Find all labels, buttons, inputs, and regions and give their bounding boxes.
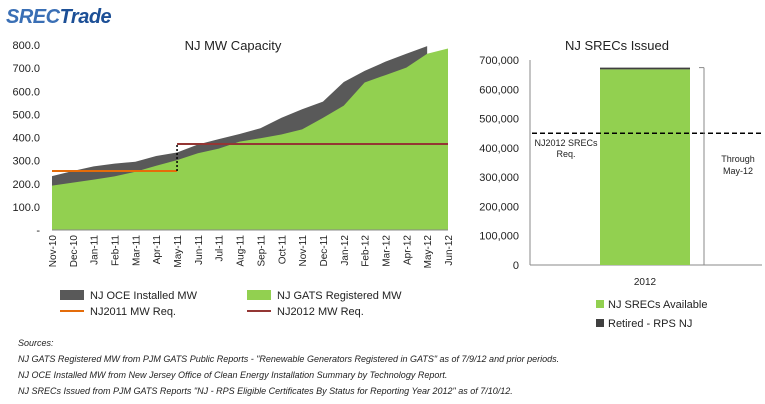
right-chart-title: NJ SRECs Issued: [565, 38, 669, 53]
left-x-tick-label: Oct-11: [277, 235, 288, 265]
right-plot-area: NJ2012 SRECsNJ2012 SRECs Req.Req. Through…: [529, 60, 762, 266]
right-y-tick-label: 200,000: [479, 201, 519, 213]
right-x-tick-2012: 2012: [634, 277, 657, 288]
left-plot-area: [52, 46, 448, 230]
left-x-tick-label: Apr-12: [402, 235, 413, 265]
left-y-tick-label: -: [36, 225, 40, 237]
source-line: NJ SRECs Issued from PJM GATS Reports "N…: [18, 386, 513, 396]
left-x-tick-label: Dec-10: [69, 235, 80, 268]
right-y-axis: 0 100,000 200,000 300,000 400,000 500,000 600,…: [479, 55, 519, 272]
left-y-tick-label: 600.0: [12, 86, 40, 98]
left-x-tick-label: May-12: [423, 235, 434, 269]
legend-label-nj2012: NJ2012 MW Req.: [277, 306, 364, 318]
right-y-tick-label: 700,000: [479, 55, 519, 67]
left-x-tick-label: Nov-11: [298, 235, 309, 267]
srecs-req-label-line1: NJ2012 SRECsNJ2012 SRECs Req.: [534, 138, 598, 148]
legend-label-retired: Retired - RPS NJ: [608, 318, 692, 330]
right-y-tick-label: 400,000: [479, 143, 519, 155]
left-x-tick-label: Apr-11: [152, 235, 163, 265]
legend-label-available: NJ SRECs Available: [608, 299, 707, 311]
right-legend: NJ SRECs Available Retired - RPS NJ: [596, 299, 707, 330]
left-x-tick-label: Jun-11: [194, 235, 205, 265]
right-y-tick-label: 600,000: [479, 84, 519, 96]
charts-canvas: NJ MW Capacity - 100.0 200.0 300.0 400.0 500.…: [12, 38, 762, 330]
srectrade-logo: SRECTrade: [6, 6, 112, 28]
legend-swatch-available: [596, 300, 604, 308]
legend-swatch-gats: [247, 290, 271, 300]
left-y-tick-label: 200.0: [12, 179, 40, 191]
left-y-tick-label: 700.0: [12, 63, 40, 75]
left-y-tick-label: 500.0: [12, 109, 40, 121]
left-x-tick-label: Mar-11: [131, 235, 142, 266]
left-x-tick-label: Dec-11: [319, 235, 330, 267]
bracket-label-line1: Through: [721, 154, 755, 164]
right-y-tick-label: 500,000: [479, 114, 519, 126]
legend-swatch-oce: [60, 290, 84, 300]
source-line: NJ OCE Installed MW from New Jersey Offi…: [18, 370, 448, 380]
left-y-tick-label: 400.0: [12, 133, 40, 145]
right-y-tick-label: 300,000: [479, 172, 519, 184]
sources-block: Sources: NJ GATS Registered MW from PJM …: [18, 335, 559, 399]
srecs-req-label-line2: Req.: [556, 149, 575, 159]
right-y-tick-label: 0: [513, 260, 519, 272]
left-x-tick-label: Mar-12: [381, 235, 392, 267]
legend-label-nj2011: NJ2011 MW Req.: [90, 306, 176, 318]
left-y-tick-label: 800.0: [12, 40, 40, 52]
right-y-tick-label: 100,000: [479, 231, 519, 243]
legend-label-gats: NJ GATS Registered MW: [277, 290, 402, 302]
left-x-tick-label: Jun-12: [444, 235, 455, 266]
left-x-tick-label: Nov-10: [48, 235, 59, 268]
source-line: NJ GATS Registered MW from PJM GATS Publ…: [18, 354, 560, 364]
gats-registered-area: [52, 48, 448, 230]
left-x-tick-label: May-11: [173, 235, 184, 268]
left-x-tick-label: Jan-11: [90, 235, 101, 265]
left-y-tick-label: 100.0: [12, 202, 40, 214]
left-x-tick-label: Aug-11: [236, 235, 247, 267]
left-x-axis: Nov-10 Dec-10 Jan-11 Feb-11 Mar-11 Apr-11 May-…: [48, 229, 455, 269]
left-y-axis: - 100.0 200.0 300.0 400.0 500.0 600.0 700.0 800.…: [12, 40, 40, 237]
left-x-tick-label: Feb-12: [361, 235, 372, 267]
left-x-tick-label: Jan-12: [340, 235, 351, 266]
retired-rps-bar: [600, 67, 690, 70]
left-x-tick-label: Feb-11: [111, 235, 122, 266]
left-x-tick-label: Sep-11: [256, 235, 267, 267]
legend-label-oce: NJ OCE Installed MW: [90, 290, 198, 302]
legend-swatch-retired: [596, 319, 604, 327]
left-x-tick-label: Jul-11: [215, 235, 226, 262]
srecs-available-bar: [600, 69, 690, 265]
left-legend: NJ OCE Installed MW NJ GATS Registered M…: [60, 290, 402, 318]
left-y-tick-label: 300.0: [12, 156, 40, 168]
left-chart-title: NJ MW Capacity: [185, 38, 282, 53]
sources-heading: Sources:: [18, 338, 54, 348]
bracket-label-line2: May-12: [723, 166, 753, 176]
